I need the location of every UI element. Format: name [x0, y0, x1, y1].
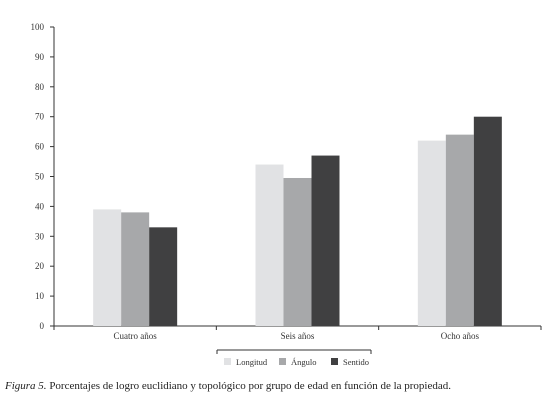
y-tick-label: 20	[35, 261, 45, 271]
caption-text: Porcentajes de logro euclidiano y topoló…	[46, 380, 451, 392]
legend-label-1: Longitud	[236, 357, 268, 367]
x-category-label: Seis años	[281, 331, 315, 341]
bar-chart: 0 10 20 30 40 50 60 70 80 90 100 Cuatro años Seis a…	[31, 22, 542, 367]
y-tick-label: 70	[35, 112, 45, 122]
legend: Longitud Ángulo Sentido	[216, 349, 372, 367]
legend-swatch-3	[331, 358, 338, 365]
figure-label: Figura 5.	[5, 380, 47, 392]
y-tick-label: 0	[40, 321, 45, 331]
bar-1-2	[255, 164, 284, 326]
y-tick-label: 60	[35, 142, 45, 152]
figure-caption: Figura 5. Porcentajes de logro euclidian…	[5, 379, 545, 393]
x-axis: Cuatro años Seis años Ocho años	[53, 325, 542, 341]
bar-2-1	[121, 212, 150, 326]
bar-3-3	[473, 116, 502, 326]
x-category-label: Cuatro años	[114, 331, 158, 341]
bars	[93, 116, 502, 326]
x-category-label: Ocho años	[441, 331, 480, 341]
legend-swatch-2	[279, 358, 286, 365]
bar-3-2	[311, 155, 340, 326]
legend-label-2: Ángulo	[291, 357, 317, 367]
y-tick-label: 90	[35, 52, 45, 62]
bar-2-2	[283, 177, 312, 326]
bar-3-1	[149, 227, 178, 326]
y-tick-label: 30	[35, 231, 45, 241]
bar-2-3	[445, 134, 474, 326]
y-tick-label: 10	[35, 291, 45, 301]
legend-swatch-1	[224, 358, 231, 365]
y-tick-label: 50	[35, 172, 45, 182]
bar-1-3	[417, 140, 446, 326]
bar-1-1	[93, 209, 122, 326]
y-tick-label: 100	[31, 22, 45, 32]
y-tick-label: 40	[35, 201, 45, 211]
legend-label-3: Sentido	[343, 357, 369, 367]
y-axis: 0 10 20 30 40 50 60 70 80 90 100	[31, 22, 55, 331]
y-tick-label: 80	[35, 82, 45, 92]
